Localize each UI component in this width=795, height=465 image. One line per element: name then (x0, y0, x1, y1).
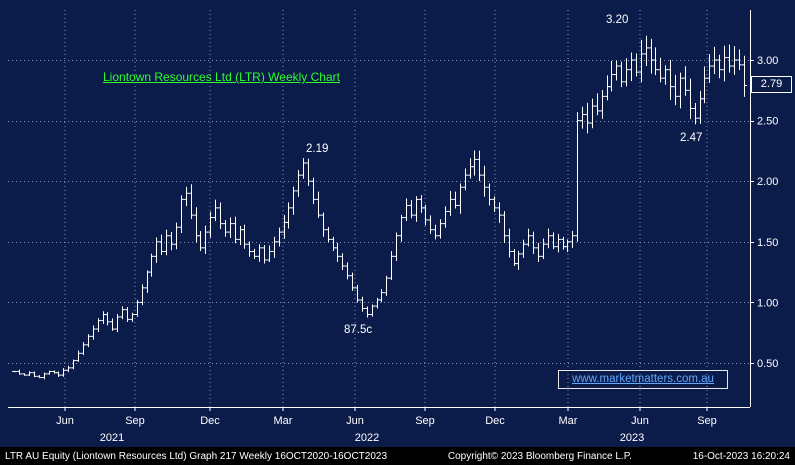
svg-text:Jun: Jun (346, 415, 364, 427)
svg-text:2022: 2022 (355, 432, 379, 444)
svg-text:Dec: Dec (485, 415, 505, 427)
svg-text:3.20: 3.20 (606, 14, 628, 26)
svg-text:Sep: Sep (125, 415, 145, 427)
status-bar: LTR AU Equity (Liontown Resources Ltd) G… (0, 447, 795, 465)
price-annotations: 3.20 2.19 87.5c 2.47 (306, 14, 702, 336)
svg-text:3.00: 3.00 (757, 55, 778, 67)
svg-text:2.19: 2.19 (306, 143, 328, 155)
svg-text:1.00: 1.00 (757, 297, 778, 309)
svg-text:Jun: Jun (56, 415, 74, 427)
svg-text:2.50: 2.50 (757, 116, 778, 128)
svg-text:87.5c: 87.5c (344, 324, 372, 336)
last-price-label: 2.79 (751, 76, 792, 94)
chart-title: Liontown Resources Ltd (LTR) Weekly Char… (103, 70, 340, 84)
svg-text:Mar: Mar (559, 415, 578, 427)
price-chart: 3.00 2.50 2.00 1.50 1.00 0.50 Jun Sep Dec Mar Jun S… (8, 10, 778, 444)
svg-text:Dec: Dec (200, 415, 220, 427)
svg-text:Sep: Sep (415, 415, 435, 427)
footer-security-info: LTR AU Equity (Liontown Resources Ltd) G… (5, 450, 388, 462)
axis-labels: 3.00 2.50 2.00 1.50 1.00 0.50 Jun Sep Dec Mar Jun S… (56, 55, 778, 444)
svg-text:2023: 2023 (620, 432, 644, 444)
svg-text:Mar: Mar (274, 415, 293, 427)
svg-text:1.50: 1.50 (757, 237, 778, 249)
svg-text:2.00: 2.00 (757, 176, 778, 188)
footer-timestamp: 16-Oct-2023 16:20:24 (692, 450, 790, 462)
axes (8, 10, 754, 411)
svg-text:Sep: Sep (697, 415, 717, 427)
svg-text:2021: 2021 (100, 432, 124, 444)
svg-text:Jun: Jun (631, 415, 649, 427)
website-link[interactable]: www.marketmatters.com.au (558, 370, 728, 389)
weekly-price-bars (12, 35, 747, 380)
svg-text:0.50: 0.50 (757, 358, 778, 370)
svg-text:2.47: 2.47 (680, 132, 702, 144)
footer-copyright: Copyright© 2023 Bloomberg Finance L.P. (447, 450, 632, 462)
